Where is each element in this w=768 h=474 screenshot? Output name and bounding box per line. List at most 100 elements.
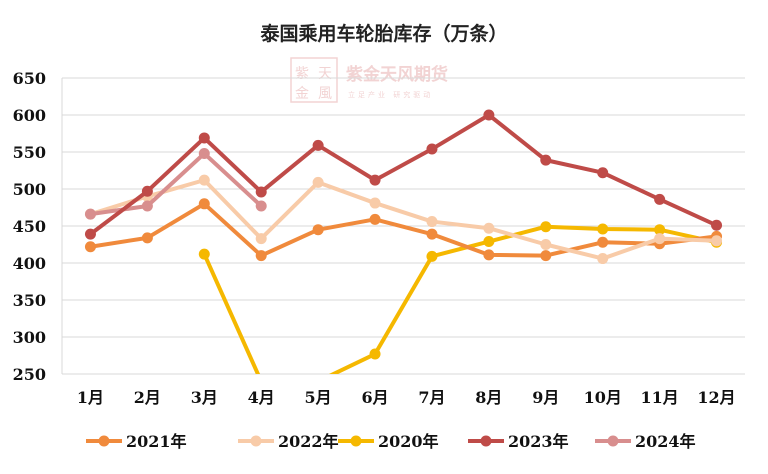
watermark: 紫 天 金 風 紫金天风期货 立足产业 研究驱动 — [290, 57, 448, 103]
data-point — [597, 167, 609, 179]
data-point — [540, 221, 552, 233]
svg-text:天: 天 — [318, 66, 332, 82]
data-point — [255, 233, 267, 245]
legend-label: 2024年 — [635, 432, 696, 451]
data-point — [198, 174, 210, 186]
x-tick-label: 5月 — [305, 388, 332, 407]
x-tick-label: 12月 — [697, 388, 735, 407]
legend-label: 2020年 — [378, 432, 439, 451]
series-line — [88, 113, 719, 237]
legend-label: 2023年 — [508, 432, 569, 451]
legend-swatch-marker — [98, 435, 110, 447]
svg-text:風: 風 — [318, 86, 332, 102]
y-tick-label: 300 — [13, 328, 46, 347]
data-point — [597, 236, 609, 248]
data-point — [255, 200, 267, 212]
legend-item: 2024年 — [595, 432, 696, 451]
legend-swatch-marker — [480, 435, 492, 447]
data-point — [369, 213, 381, 225]
watermark-name: 紫金天风期货 — [346, 64, 448, 85]
data-point — [654, 193, 666, 205]
series-line — [202, 224, 719, 374]
series-line — [88, 178, 719, 261]
x-tick-label: 6月 — [361, 388, 388, 407]
data-point — [483, 109, 495, 121]
data-point — [198, 132, 210, 144]
watermark-logo: 紫 天 金 風 — [290, 57, 338, 103]
data-point — [141, 185, 153, 197]
svg-text:金: 金 — [295, 86, 309, 102]
x-tick-label: 11月 — [640, 388, 678, 407]
data-point — [426, 228, 438, 240]
x-tick-label: 2月 — [134, 388, 161, 407]
data-point — [654, 233, 666, 245]
data-point — [141, 232, 153, 244]
y-tick-label: 250 — [13, 365, 46, 384]
y-tick-label: 400 — [13, 254, 46, 273]
y-tick-label: 550 — [13, 143, 46, 162]
data-point — [426, 143, 438, 155]
data-point — [597, 253, 609, 265]
data-point — [369, 197, 381, 209]
legend-swatch-marker — [350, 435, 362, 447]
data-point — [84, 208, 96, 220]
x-tick-label: 4月 — [248, 388, 275, 407]
x-axis: 1月 2月 3月 4月 5月 6月 7月 8月 9月 10月 11月 12月 — [77, 388, 736, 407]
legend-item: 2020年 — [338, 432, 439, 451]
y-axis: 250 300 350 400 450 500 550 600 650 — [13, 69, 46, 384]
y-tick-label: 450 — [13, 217, 46, 236]
legend-item: 2021年 — [86, 432, 187, 451]
series-lines — [84, 109, 723, 374]
legend: 2021年 2022年 2020年 2023年 2024年 — [86, 432, 696, 451]
data-point — [711, 219, 723, 231]
legend-swatch-marker — [250, 435, 262, 447]
series-2023年 — [84, 109, 723, 240]
y-tick-label: 500 — [13, 180, 46, 199]
data-point — [426, 216, 438, 228]
data-point — [540, 250, 552, 262]
data-point — [654, 224, 666, 236]
data-point — [597, 223, 609, 235]
chart-title: 泰国乘用车轮胎库存（万条） — [259, 22, 507, 45]
data-point — [84, 228, 96, 240]
legend-item: 2022年 — [238, 432, 339, 451]
data-point — [84, 241, 96, 253]
legend-label: 2022年 — [278, 432, 339, 451]
y-tick-label: 650 — [13, 69, 46, 88]
data-point — [483, 236, 495, 248]
x-tick-label: 10月 — [584, 388, 622, 407]
data-point — [198, 147, 210, 159]
y-tick-label: 600 — [13, 106, 46, 125]
data-point — [426, 250, 438, 262]
x-tick-label: 9月 — [532, 388, 559, 407]
data-point — [483, 249, 495, 261]
data-point — [255, 186, 267, 198]
gridlines — [61, 77, 745, 375]
legend-swatch-marker — [607, 435, 619, 447]
data-point — [483, 222, 495, 234]
data-point — [198, 198, 210, 210]
data-point — [312, 176, 324, 188]
watermark-slogan: 立足产业 研究驱动 — [348, 90, 433, 99]
data-point — [711, 235, 723, 247]
data-point — [369, 348, 381, 360]
series-line — [88, 201, 719, 258]
legend-label: 2021年 — [126, 432, 187, 451]
data-point — [540, 154, 552, 166]
data-point — [312, 139, 324, 151]
x-tick-label: 7月 — [418, 388, 445, 407]
legend-item: 2023年 — [468, 432, 569, 451]
data-point — [312, 224, 324, 236]
y-tick-label: 350 — [13, 291, 46, 310]
x-tick-label: 8月 — [475, 388, 502, 407]
svg-text:紫: 紫 — [295, 66, 309, 82]
data-point — [369, 174, 381, 186]
data-point — [255, 250, 267, 262]
data-point — [141, 200, 153, 212]
x-tick-label: 3月 — [191, 388, 218, 407]
series-2024年 — [84, 147, 267, 220]
x-tick-label: 1月 — [77, 388, 104, 407]
series-line — [88, 151, 264, 217]
data-point — [198, 248, 210, 260]
